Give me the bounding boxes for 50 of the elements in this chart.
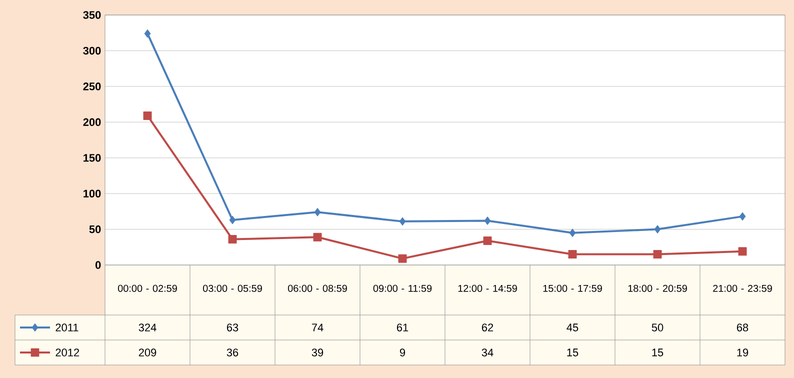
legend-label: 2012 xyxy=(56,348,80,356)
data-label: 61 xyxy=(396,324,408,332)
point xyxy=(144,29,151,38)
point xyxy=(143,111,152,120)
data-label: 62 xyxy=(482,324,494,332)
data-label: 324 xyxy=(138,324,156,332)
x-tick-label: 03:00 - 05:59 xyxy=(202,284,262,292)
point xyxy=(229,216,236,224)
point xyxy=(399,217,406,226)
data-label: 19 xyxy=(737,348,748,356)
data-label: 39 xyxy=(312,348,324,356)
y-tick-label: 0 xyxy=(96,261,101,269)
point xyxy=(654,225,661,234)
point xyxy=(314,208,321,216)
x-tick-label: 15:00 - 17:59 xyxy=(543,284,602,292)
point xyxy=(483,236,492,245)
y-tick-label: 150 xyxy=(84,154,101,162)
y-tick-label: 200 xyxy=(83,118,101,126)
x-tick-label: 00:00 - 02:59 xyxy=(118,284,177,292)
data-label: 36 xyxy=(226,348,238,356)
x-tick-label: 18:00 - 20:59 xyxy=(628,284,687,292)
x-tick-label: 09:00 - 11:59 xyxy=(373,284,432,292)
legend-label: 2011 xyxy=(56,324,78,332)
data-label: 9 xyxy=(400,348,406,356)
data-label: 45 xyxy=(566,324,578,332)
point xyxy=(568,250,577,259)
point xyxy=(313,232,322,242)
data-label: 15 xyxy=(652,348,664,356)
point xyxy=(484,216,491,225)
y-tick-label: 350 xyxy=(83,11,101,19)
data-label: 15 xyxy=(567,348,578,356)
y-tick-label: 100 xyxy=(84,190,101,198)
y-tick-label: 250 xyxy=(83,82,101,90)
point xyxy=(228,235,237,244)
point xyxy=(653,250,662,259)
point xyxy=(738,247,747,256)
data-label: 63 xyxy=(226,324,238,332)
data-label: 50 xyxy=(652,324,664,332)
point xyxy=(569,228,576,238)
y-tick-label: 50 xyxy=(89,225,101,234)
x-tick-label: 21:00 - 23:59 xyxy=(713,284,772,292)
x-tick-label: 06:00 - 08:59 xyxy=(288,284,347,292)
point xyxy=(739,212,746,221)
data-label: 68 xyxy=(736,324,748,332)
y-tick-label: 300 xyxy=(83,46,101,55)
data-label: 209 xyxy=(138,348,156,356)
x-tick-label: 12:00 - 14:59 xyxy=(458,284,517,292)
data-label: 34 xyxy=(482,348,494,356)
data-label: 74 xyxy=(312,324,324,332)
point xyxy=(398,254,407,263)
